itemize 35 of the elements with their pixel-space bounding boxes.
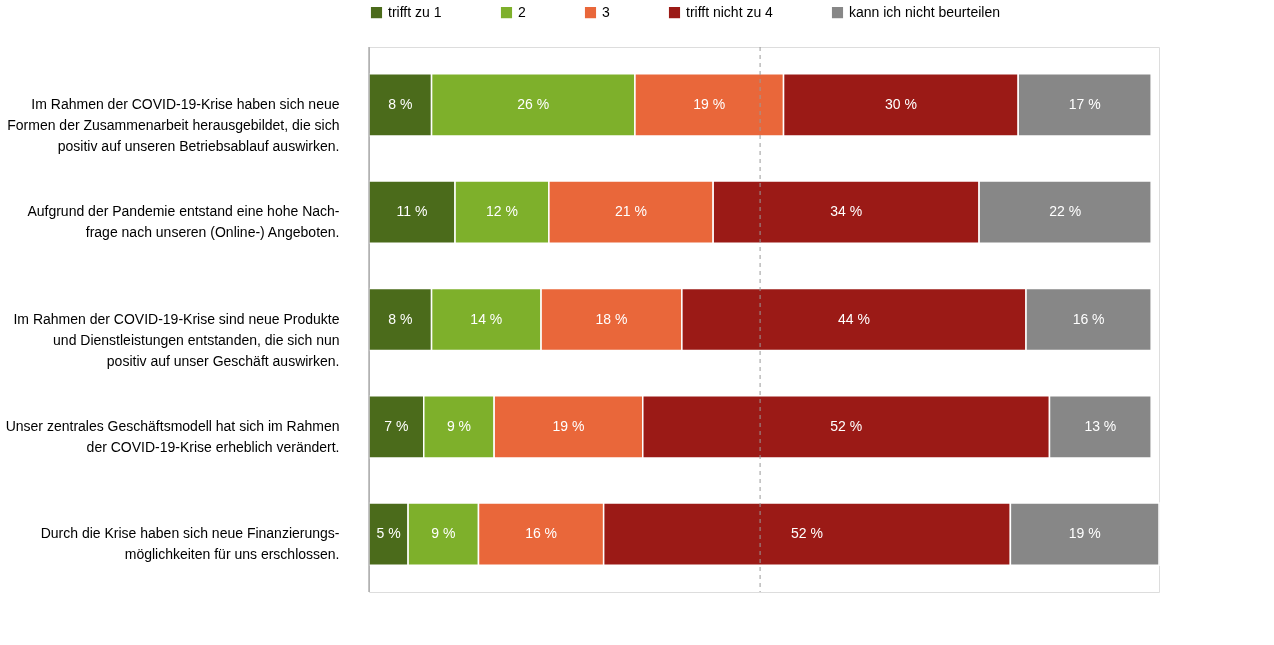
data-label: 13 % — [1084, 417, 1117, 434]
data-label: 9 % — [431, 525, 456, 542]
data-label: 8 % — [388, 310, 413, 327]
legend-label: trifft nicht zu 4 — [686, 3, 774, 20]
data-label: 18 % — [595, 310, 628, 327]
legend-label: trifft zu 1 — [388, 3, 442, 20]
data-label: 19 % — [693, 95, 726, 112]
data-label: 21 % — [615, 203, 647, 220]
data-label: 14 % — [470, 310, 503, 327]
data-label: 22 % — [1049, 203, 1082, 220]
data-label: 26 % — [517, 95, 550, 112]
y-tick-label: Im Rahmen der COVID-19-Krise haben sich neue Formen der Zusammenarbeit herausgebildet, die sich positiv auf unseren Betriebsablauf auswirken. — [7, 95, 340, 154]
data-label: 12 % — [486, 203, 518, 220]
data-label: 19 % — [552, 417, 585, 434]
legend-label: 2 — [518, 3, 526, 20]
data-label: 52 % — [830, 417, 863, 434]
data-label: 9 % — [446, 417, 472, 434]
data-label: 16 % — [1072, 310, 1105, 327]
data-label: 11 % — [396, 203, 428, 220]
data-label: 16 % — [525, 525, 558, 542]
data-label: 19 % — [1068, 525, 1101, 542]
data-label: 52 % — [791, 525, 823, 542]
y-tick-label: Durch die Krise haben sich neue Finanzierungs- möglichkeiten für uns erschlossen. — [40, 525, 340, 563]
data-label: 34 % — [830, 203, 863, 220]
y-tick-label: Unser zentrales Geschäftsmodell hat sich im Rahmen der COVID-19-Krise erheblich verändert. — [5, 417, 340, 455]
data-label: 5 % — [376, 525, 401, 542]
legend-label: 3 — [602, 3, 610, 20]
data-label: 30 % — [884, 95, 917, 112]
data-label: 17 % — [1068, 95, 1101, 112]
legend-label: kann ich nicht beurteilen — [849, 3, 1000, 20]
data-label: 7 % — [384, 417, 409, 434]
y-tick-label: Aufgrund der Pandemie entstand eine hohe Nach- frage nach unseren (Online-) Angeboten. — [27, 203, 340, 241]
data-label: 8 % — [388, 95, 413, 112]
data-label: 44 % — [837, 310, 870, 327]
y-tick-label: Im Rahmen der COVID-19-Krise sind neue Produkte und Dienstleistungen entstanden, die sich nun positiv auf unser Geschäft auswirken. — [13, 310, 340, 369]
